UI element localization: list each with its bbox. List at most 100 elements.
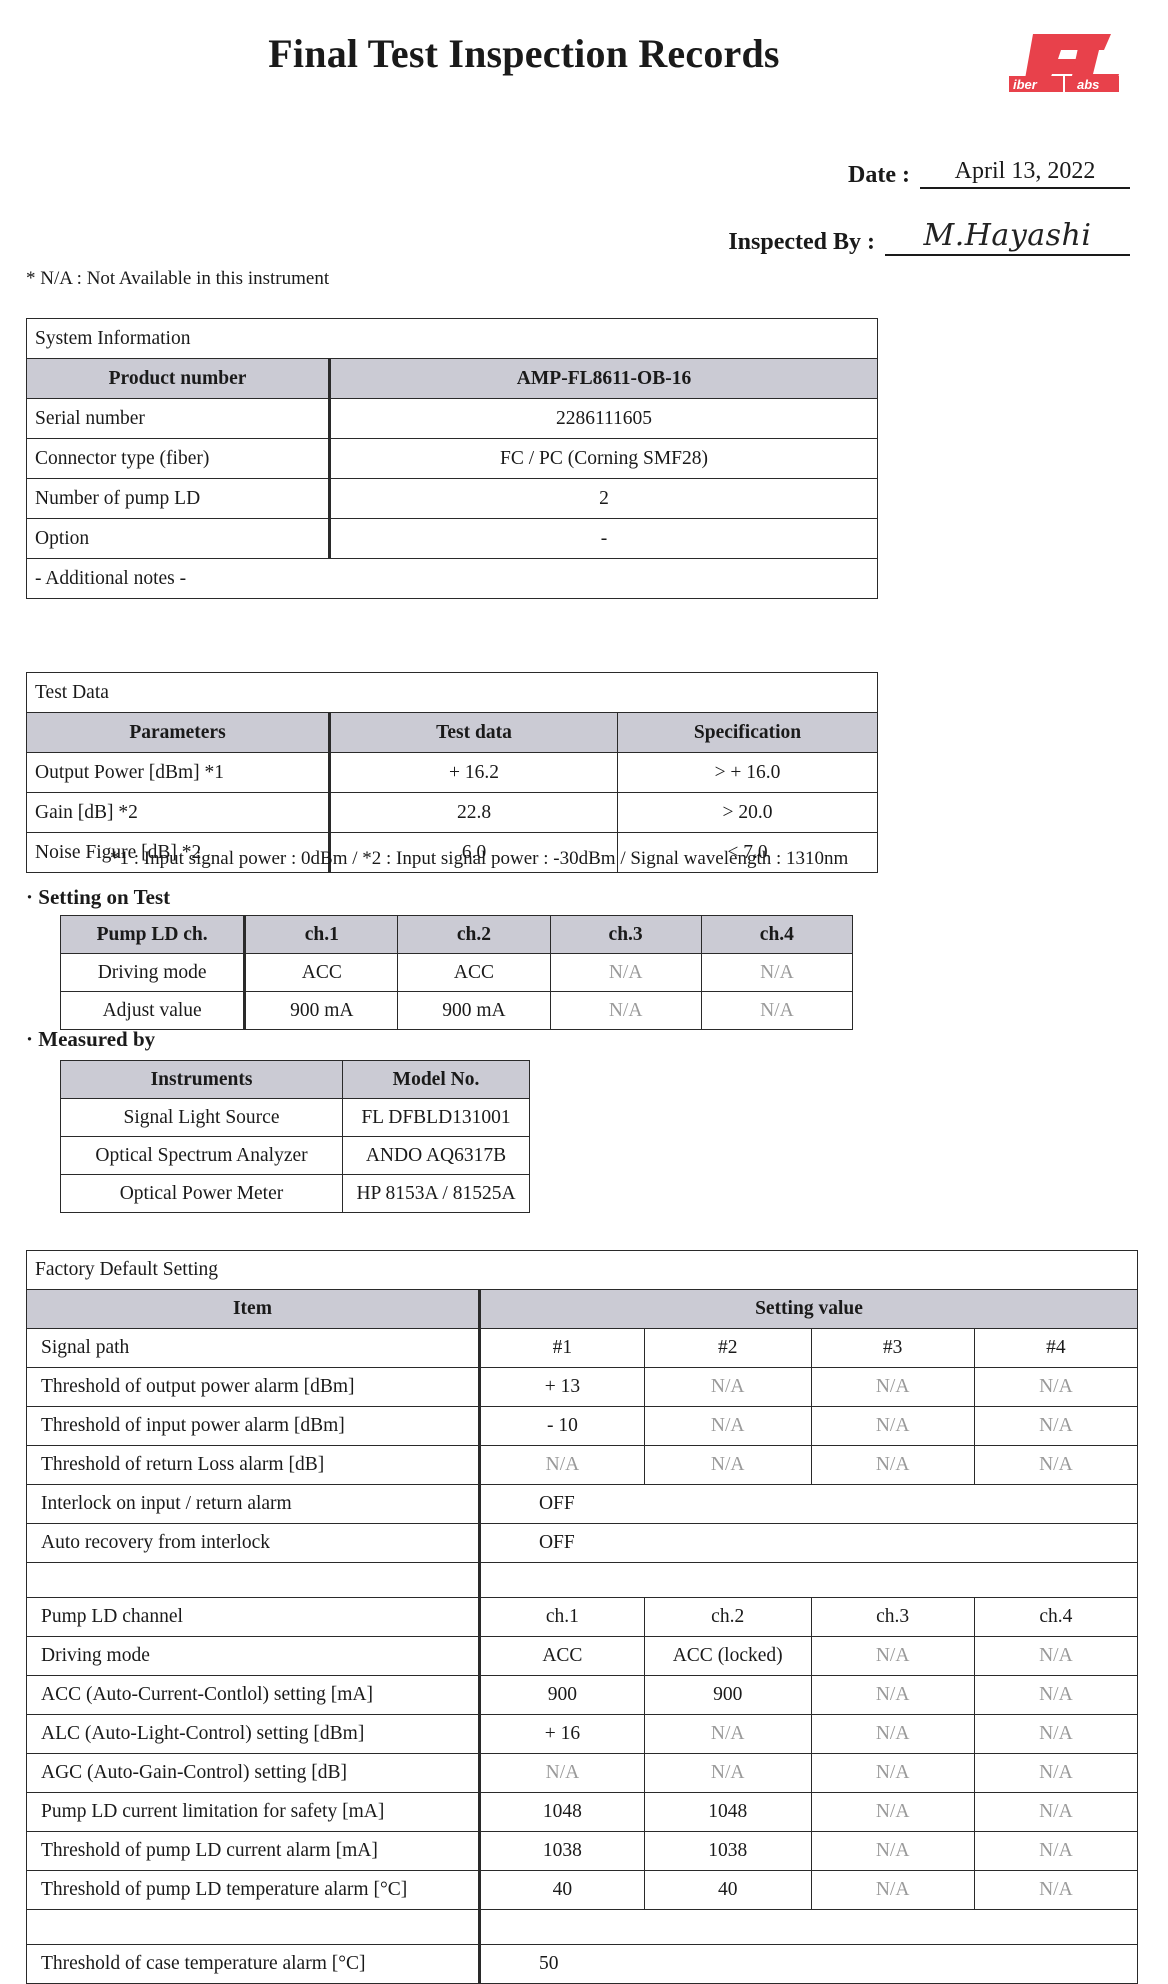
adjust-value-ch4: N/A — [700, 991, 854, 1030]
pump-ld-current-limitation-3: N/A — [810, 1792, 975, 1832]
table-row: Threshold of output power alarm [dBm] + … — [26, 1367, 1139, 1407]
spacer-row — [26, 1562, 1139, 1598]
column-header-ch3: ch.3 — [549, 915, 702, 954]
row-value-gain-spec: > 20.0 — [617, 792, 878, 833]
na-legend-note: * N/A : Not Available in this instrument — [26, 268, 330, 289]
test-data-banner-row: Test Data — [26, 672, 878, 713]
additional-notes-label[interactable]: - Additional notes - — [26, 558, 878, 599]
column-header-test-data: Test data — [328, 712, 618, 753]
logo-text-left: iber — [1013, 77, 1038, 92]
inspected-by-label: Inspected By : — [728, 229, 875, 255]
row-label-product-number: Product number — [26, 358, 330, 399]
acc-setting-3: N/A — [810, 1675, 975, 1715]
column-header-ch4: ch.4 — [700, 915, 854, 954]
column-header-model-no: Model No. — [342, 1060, 530, 1099]
test-data-table: Test Data Parameters Test data Specifica… — [26, 672, 878, 873]
row-value-noise-figure-spec: < 7.0 — [617, 832, 878, 873]
table-header-row: Item Setting value — [26, 1289, 1139, 1329]
logo-text-right: abs — [1077, 77, 1099, 92]
model-optical-power-meter: HP 8153A / 81525A — [342, 1174, 530, 1213]
row-value-output-power-test: + 16.2 — [328, 752, 618, 793]
column-header-pump-ld-ch: Pump LD ch. — [59, 915, 246, 954]
row-value-serial-number: 2286111605 — [328, 398, 878, 439]
row-label-interlock-on-input-return-alarm: Interlock on input / return alarm — [26, 1484, 480, 1524]
agc-setting-3: N/A — [810, 1753, 975, 1793]
system-information-table: System Information Product number AMP-FL… — [26, 318, 878, 599]
instrument-optical-spectrum-analyzer: Optical Spectrum Analyzer — [60, 1136, 343, 1175]
table-row: Optical Spectrum Analyzer ANDO AQ6317B — [60, 1136, 530, 1175]
table-row: Signal Light Source FL DFBLD131001 — [60, 1098, 530, 1137]
row-label-gain: Gain [dB] *2 — [26, 792, 330, 833]
spacer-value-2 — [477, 1909, 1139, 1945]
measured-by-heading: · Measured by — [26, 1027, 155, 1052]
threshold-pump-ld-current-alarm-3: N/A — [810, 1831, 975, 1871]
row-label-option: Option — [26, 518, 330, 559]
threshold-pump-ld-current-alarm-4: N/A — [973, 1831, 1139, 1871]
table-header-row: Pump LD ch. ch.1 ch.2 ch.3 ch.4 — [59, 915, 854, 954]
row-value-number-of-pump-ld: 2 — [328, 478, 878, 519]
threshold-return-loss-alarm-4: N/A — [973, 1445, 1139, 1485]
column-header-ch1: ch.1 — [243, 915, 399, 954]
row-label-auto-recovery-from-interlock: Auto recovery from interlock — [26, 1523, 480, 1563]
spacer-item-2 — [26, 1909, 480, 1945]
date-value[interactable]: April 13, 2022 — [920, 158, 1130, 189]
acc-setting-2: 900 — [643, 1675, 812, 1715]
row-label-serial-number: Serial number — [26, 398, 330, 439]
row-label-agc-setting: AGC (Auto-Gain-Control) setting [dB] — [26, 1753, 480, 1793]
acc-setting-4: N/A — [973, 1675, 1139, 1715]
measured-by-title: Measured by — [38, 1027, 156, 1051]
driving-mode-default-3: N/A — [810, 1636, 975, 1676]
driving-mode-ch2: ACC — [397, 953, 551, 992]
row-value-option: - — [328, 518, 878, 559]
adjust-value-ch3: N/A — [549, 991, 702, 1030]
row-value-output-power-spec: > + 16.0 — [617, 752, 878, 793]
driving-mode-ch3: N/A — [549, 953, 702, 992]
column-header-ch2: ch.2 — [397, 915, 551, 954]
row-label-threshold-output-power-alarm: Threshold of output power alarm [dBm] — [26, 1367, 480, 1407]
spacer-item — [26, 1562, 480, 1598]
column-header-setting-value: Setting value — [477, 1289, 1139, 1329]
threshold-pump-ld-current-alarm-1: 1038 — [477, 1831, 645, 1871]
signal-path-3: #3 — [810, 1328, 975, 1368]
alc-setting-1: + 16 — [477, 1714, 645, 1754]
bullet-icon: · — [26, 1027, 34, 1051]
adjust-value-ch1: 900 mA — [243, 991, 399, 1030]
table-row: Pump LD current limitation for safety [m… — [26, 1792, 1139, 1832]
threshold-pump-ld-temperature-alarm-3: N/A — [810, 1870, 975, 1910]
row-label-output-power: Output Power [dBm] *1 — [26, 752, 330, 793]
factory-default-banner-row: Factory Default Setting — [26, 1250, 1138, 1290]
row-label-pump-ld-current-limitation: Pump LD current limitation for safety [m… — [26, 1792, 480, 1832]
model-optical-spectrum-analyzer: ANDO AQ6317B — [342, 1136, 530, 1175]
driving-mode-ch4: N/A — [700, 953, 854, 992]
factory-default-setting-table: Factory Default Setting Item Setting val… — [26, 1250, 1139, 1984]
table-row: Auto recovery from interlock OFF — [26, 1523, 1139, 1563]
driving-mode-default-2: ACC (locked) — [643, 1636, 812, 1676]
date-label: Date : — [848, 162, 910, 188]
row-label-signal-path: Signal path — [26, 1328, 480, 1368]
table-row: Adjust value 900 mA 900 mA N/A N/A — [59, 991, 854, 1030]
table-row: Signal path #1 #2 #3 #4 — [26, 1328, 1139, 1368]
auto-recovery-from-interlock-value: OFF — [477, 1523, 1139, 1563]
setting-on-test-heading: · Setting on Test — [26, 885, 170, 910]
setting-on-test-table: Pump LD ch. ch.1 ch.2 ch.3 ch.4 Driving … — [59, 915, 854, 1030]
inspector-field: Inspected By : M.Hayashi — [728, 218, 1130, 256]
row-label-threshold-pump-ld-current-alarm: Threshold of pump LD current alarm [mA] — [26, 1831, 480, 1871]
inspected-by-signature[interactable]: M.Hayashi — [885, 218, 1130, 256]
table-row: Product number AMP-FL8611-OB-16 — [26, 358, 878, 399]
pump-ld-channel-3: ch.3 — [810, 1597, 975, 1637]
bullet-icon: · — [26, 885, 34, 909]
threshold-pump-ld-temperature-alarm-4: N/A — [973, 1870, 1139, 1910]
fiberlabs-logo-icon: iber abs — [1009, 34, 1119, 92]
row-value-connector-type: FC / PC (Corning SMF28) — [328, 438, 878, 479]
row-label-threshold-pump-ld-temperature-alarm: Threshold of pump LD temperature alarm [… — [26, 1870, 480, 1910]
row-label-pump-ld-channel: Pump LD channel — [26, 1597, 480, 1637]
table-row: Number of pump LD 2 — [26, 478, 878, 519]
table-row: Noise Figure [dB] *2 6.0 < 7.0 — [26, 832, 878, 873]
table-row: Interlock on input / return alarm OFF — [26, 1484, 1139, 1524]
threshold-input-power-alarm-1: - 10 — [477, 1406, 645, 1446]
table-row: Driving mode ACC ACC N/A N/A — [59, 953, 854, 992]
row-label-noise-figure: Noise Figure [dB] *2 — [26, 832, 330, 873]
table-row: Option - — [26, 518, 878, 559]
table-header-row: Instruments Model No. — [60, 1060, 530, 1099]
page-title: Final Test Inspection Records — [268, 31, 780, 76]
